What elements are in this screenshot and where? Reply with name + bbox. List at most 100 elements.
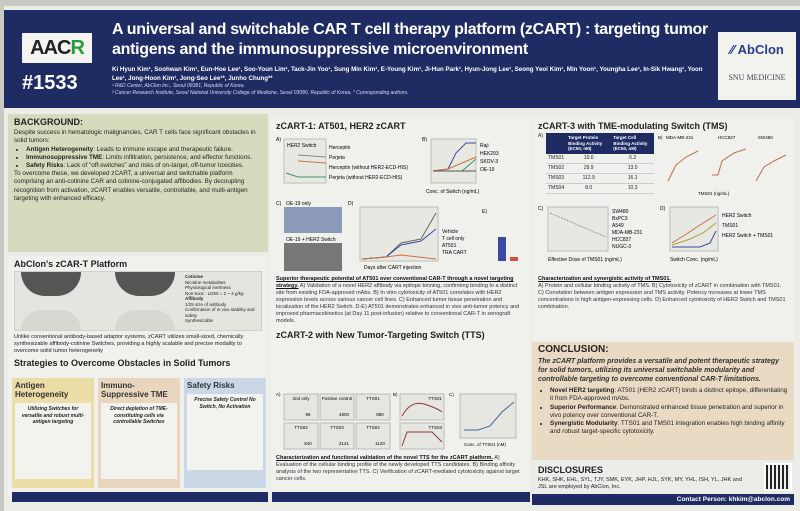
background-bullet: Safety Risks: Lack of "off-switches" and… [26,162,262,170]
bar-at501 [510,257,518,262]
panel-label: B) [658,135,663,140]
correlation-plot-c [547,206,609,252]
legend-item: Vehicle [442,229,458,235]
cytotoxicity-curve [712,148,747,176]
abclon-logo: ⁄⁄ AbClon [730,42,784,57]
series-at501 [361,254,437,260]
tms-binding-table: Target Protein Binding Activity (EC50, n… [546,133,654,194]
zcart2-caption: Characterization and functional validati… [276,455,520,483]
legend-item: Herceptin [329,145,351,151]
series-control [285,172,326,178]
table-row: TMS03 112.9 16.1 [546,173,654,184]
contact-person: Contact Person: khkim@abclon.com [676,496,790,503]
cytotoxicity-curve [667,150,699,182]
legend-item: TMS01 [722,223,738,229]
series-tms01 [672,230,717,248]
zcart3-section: zCART-3 with TME-modulating Switch (TMS)… [532,118,794,340]
strategies-heading: Strategies to Overcome Obstacles in Soli… [14,358,231,369]
axis-label: Conc. of TTS01 (nM) [464,442,506,447]
panel-label: A) [538,133,543,140]
zcart1-caption: Superior therapeutic potential of AT501 … [276,276,520,325]
disclosures-heading: DISCLOSURES [538,465,604,475]
legend-item: HEK293 [480,151,499,157]
plot-title: SW480 [758,135,773,140]
legend-item: BxPC3 [612,216,628,222]
series-her2-switch [671,222,717,246]
strategy-antigen-heterogeneity: Antigen Heterogeneity Utilizing Switches … [12,378,94,488]
snu-medicine-logo: SNU MEDICINE [728,73,786,82]
background-bullet: Antigen Heterogeneity: Leads to immune e… [26,146,262,154]
series-skov3 [432,156,477,172]
legend-item: TRA CART [442,250,467,256]
legend-item: T cell only [442,236,465,242]
regression-line [549,212,607,238]
spr-curve [401,431,443,447]
cytotoxicity-plot-c [459,393,517,439]
flow-panel [355,422,391,450]
background-section: BACKGROUND: Despite success in hematolog… [8,114,268,252]
legend-item: Raji [480,143,489,149]
series-perjeta [297,160,327,164]
spr-curve [401,402,443,417]
aacr-logo: AACR [22,33,92,63]
legend-item: HER2 Switch + TMS01 [722,233,773,239]
svg-text:880: 880 [376,412,384,417]
panel-label: A) [276,392,281,397]
bar-tra-cart [498,237,506,262]
t-cell-graphic [115,310,175,331]
background-summary: To overcome these, we developed zCART, a… [14,170,248,202]
svg-text:TTS01: TTS01 [428,396,442,401]
zcart3-caption: Characterization and synergistic activit… [538,276,786,311]
svg-text:1120: 1120 [375,441,385,446]
zcart2-section: A) 2nd only 95 Positive control 4800 TTS01… [270,386,530,490]
zcart1-heading: zCART-1: AT501, HER2 zCART [276,121,406,131]
svg-text:TTS03: TTS03 [428,425,442,430]
svg-text:TTS01: TTS01 [366,396,380,401]
t-cell-graphic [21,310,81,331]
cytotoxicity-curve [755,154,787,182]
footer-bar [272,492,530,502]
qr-code[interactable] [764,463,792,491]
cytotoxicity-plot-b [430,138,477,184]
image-label: OE-19 + HER2 Switch [286,237,336,243]
affiliation-1: ¹ R&D Center, AbClon Inc., Seoul 08381, … [112,83,245,89]
legend-item: AT501 [442,243,457,249]
poster: AACR #1533 A universal and switchable CA… [4,6,800,511]
panel-label: E) [482,209,487,215]
disclosures-section: DISCLOSURES KHK, SHK, EHL, SYL, TJY, SMK… [532,462,758,492]
series-combination [671,214,717,244]
legend-item: HER2 Switch [722,213,752,219]
table-row: TMS04 8.0 10.3 [546,183,654,194]
zcart3-heading: zCART-3 with TME-modulating Switch (TMS) [538,121,728,131]
zcart3-panel-b: B) MDA-MB-231 HCC827 SW480 TMS01 (ng/mL) [658,135,787,196]
panel-label: A) [276,137,281,143]
zcart1-figures: A) HER2 Switch Herceptin Perjeta Hercept… [276,137,518,272]
panel-label: B) [393,392,398,397]
poster-number: #1533 [22,72,78,94]
legend-item: SKOV-3 [480,159,498,165]
strategy-immunosuppressive-tme: Immuno-Suppressive TME Direct depletion o… [98,378,180,488]
conclusion-section: CONCLUSION: The zCART platform provides … [532,342,794,460]
background-intro: Despite success in hematologic malignanc… [14,129,256,145]
zcart3-panels-c-d: C) SW480 BxPC3 A549 MDA-MB-231 HCC827 NU… [538,206,773,263]
zcart2-heading: zCART-2 with New Tumor-Targeting Switch … [276,330,485,341]
svg-text:95: 95 [305,412,311,417]
panel-label: B) [422,137,427,143]
legend-item: Perjeta (without HER2-ECD-HIS) [329,175,403,181]
zcart2-figures: A) 2nd only 95 Positive control 4800 TTS01… [276,392,517,450]
flow-panel [319,422,355,450]
axis-label: Conc. of Switch (ng/mL) [426,189,480,195]
microscopy-image [284,207,342,234]
plot-title: HCC827 [718,135,736,140]
svg-text:840: 840 [304,441,312,446]
axis-label: TMS01 (ng/mL) [698,191,730,196]
contact-bar: Contact Person: khkim@abclon.com [532,494,794,505]
panel-label: C) [449,392,454,397]
plot-title: MDA-MB-231 [666,135,694,140]
spr-plot [399,393,445,421]
cancer-cell-graphic [21,272,81,297]
series-tts01 [464,401,515,431]
table-row: TMS01 10.0 6.2 [546,153,654,164]
legend-item: Herceptin (without HER2-ECD-HIS) [329,165,408,171]
legend-item: HCC827 [612,237,631,243]
